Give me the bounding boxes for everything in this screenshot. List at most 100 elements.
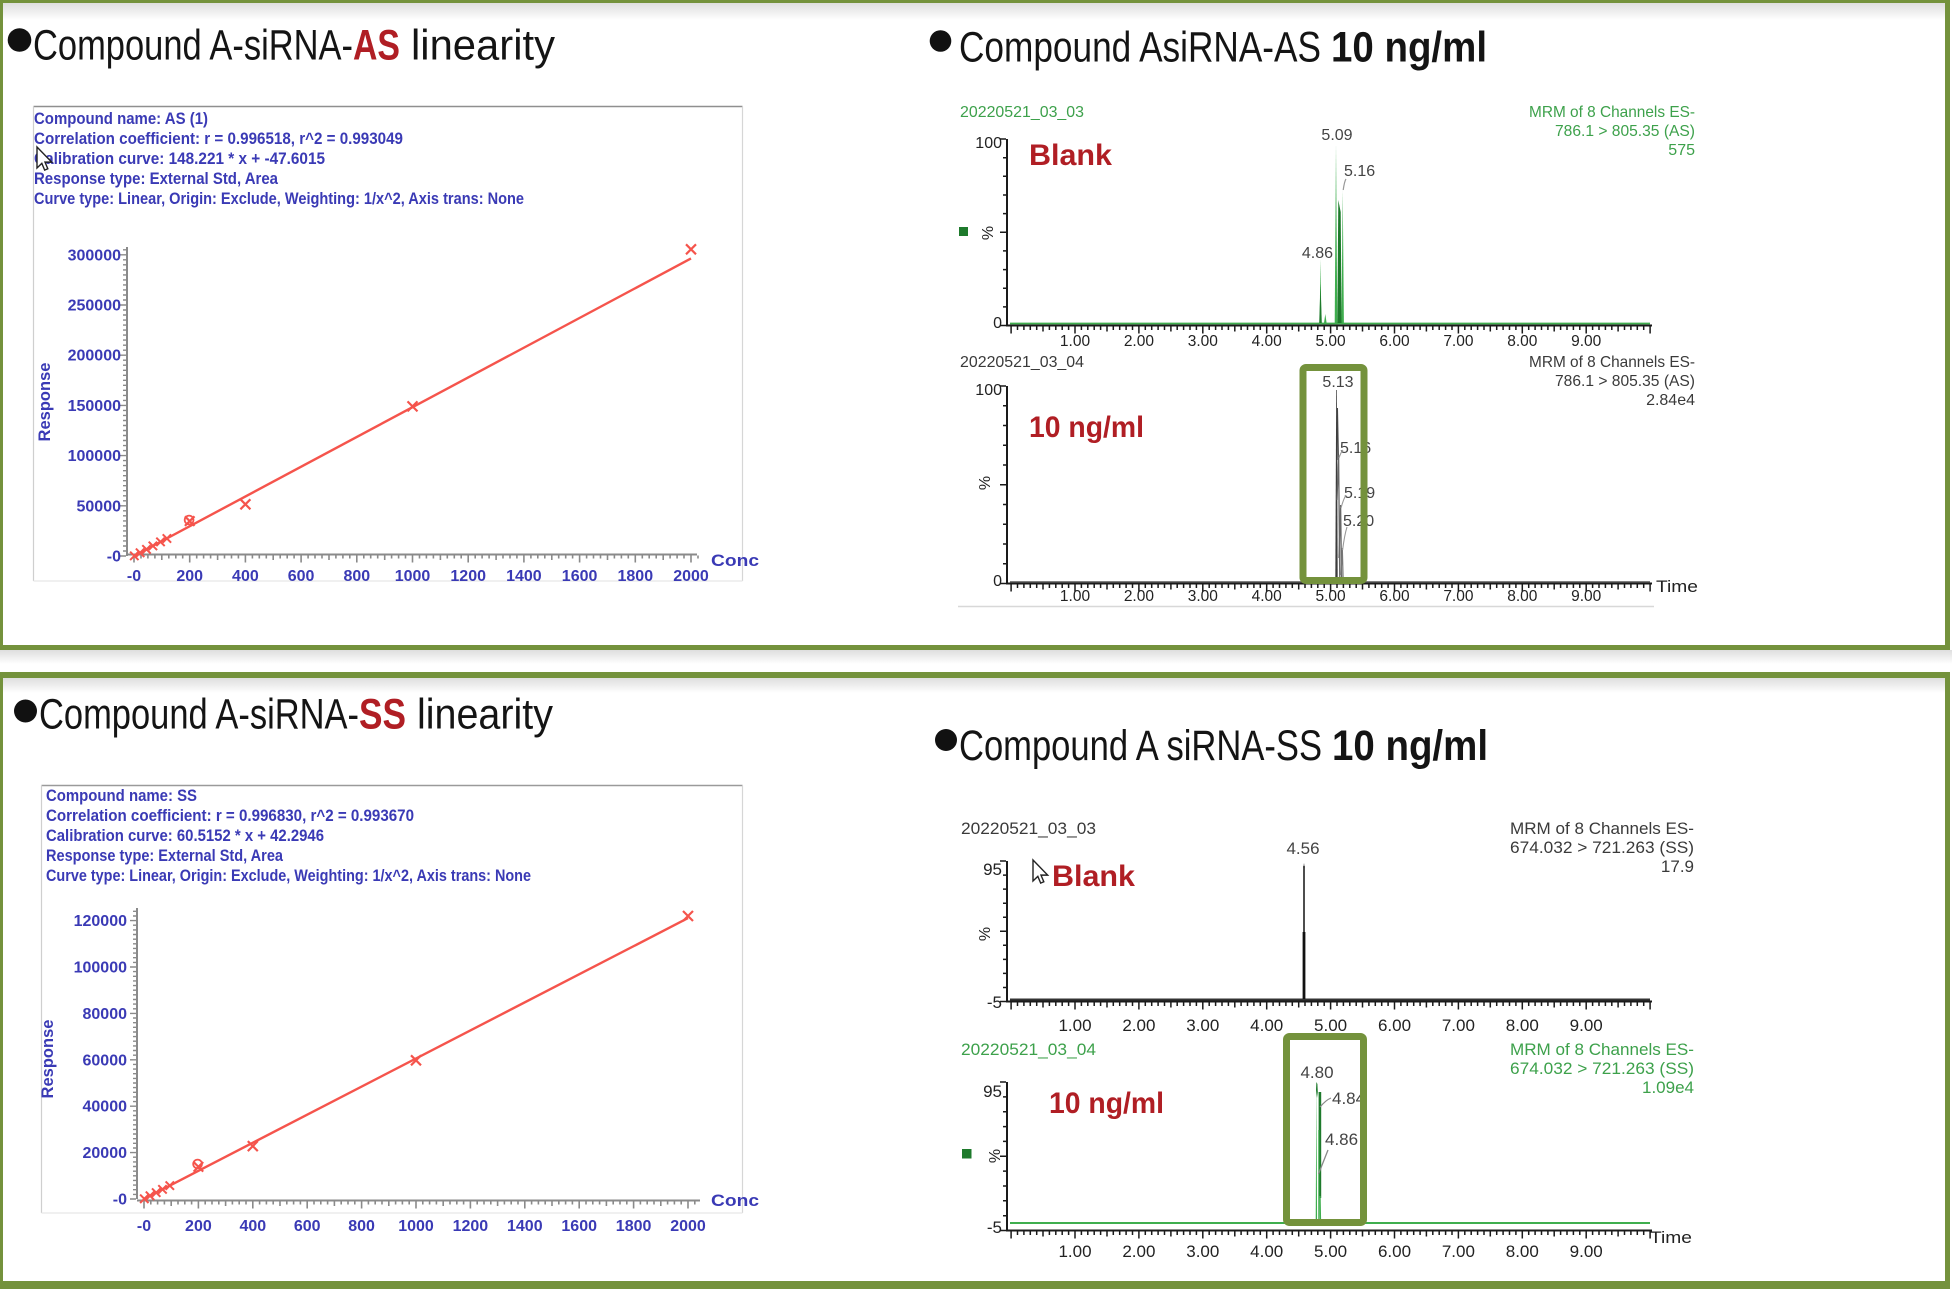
svg-text:7.00: 7.00	[1442, 1242, 1475, 1261]
svg-text:20220521_03_04: 20220521_03_04	[960, 354, 1084, 371]
svg-text:10 ng/ml: 10 ng/ml	[1029, 411, 1144, 444]
svg-text:-0: -0	[113, 1192, 127, 1209]
svg-text:5.16: 5.16	[1344, 163, 1375, 180]
svg-text:2000: 2000	[673, 568, 709, 585]
svg-text:Compound name: AS (1): Compound name: AS (1)	[34, 110, 208, 128]
svg-text:3.00: 3.00	[1186, 1242, 1219, 1261]
svg-text:Conc: Conc	[711, 552, 759, 570]
svg-text:%: %	[980, 226, 997, 240]
svg-text:8.00: 8.00	[1506, 1016, 1539, 1035]
svg-text:5.00: 5.00	[1316, 588, 1347, 605]
svg-text:5.13: 5.13	[1322, 374, 1353, 391]
svg-text:8.00: 8.00	[1507, 333, 1538, 350]
svg-text:2.00: 2.00	[1122, 1016, 1155, 1035]
svg-text:8.00: 8.00	[1507, 588, 1538, 605]
svg-text:1200: 1200	[450, 568, 486, 585]
svg-text:150000: 150000	[68, 398, 121, 415]
svg-text:6.00: 6.00	[1379, 333, 1410, 350]
svg-text:0: 0	[993, 573, 1002, 590]
svg-text:20220521_03_04: 20220521_03_04	[961, 1040, 1096, 1059]
svg-text:Curve type: Linear, Origin: Ex: Curve type: Linear, Origin: Exclude, Wei…	[46, 867, 531, 885]
svg-text:1.00: 1.00	[1058, 1016, 1091, 1035]
svg-text:7.00: 7.00	[1443, 588, 1474, 605]
svg-text:200: 200	[185, 1218, 212, 1235]
svg-text:674.032 > 721.263 (SS): 674.032 > 721.263 (SS)	[1510, 838, 1694, 857]
svg-text:100: 100	[975, 135, 1002, 152]
svg-text:1800: 1800	[618, 568, 654, 585]
svg-text:MRM of 8 Channels ES-: MRM of 8 Channels ES-	[1529, 104, 1695, 121]
svg-text:2.84e4: 2.84e4	[1646, 392, 1695, 409]
svg-text:%: %	[987, 1149, 1004, 1163]
svg-text:10 ng/ml: 10 ng/ml	[1049, 1087, 1164, 1120]
svg-text:2.00: 2.00	[1124, 588, 1155, 605]
svg-text:1400: 1400	[506, 568, 542, 585]
svg-text:Curve type: Linear, Origin: Ex: Curve type: Linear, Origin: Exclude, Wei…	[34, 190, 524, 208]
svg-text:Blank: Blank	[1052, 860, 1135, 893]
svg-text:1000: 1000	[395, 568, 431, 585]
svg-text:100: 100	[975, 382, 1002, 399]
svg-text:4.84: 4.84	[1332, 1089, 1365, 1108]
svg-text:-0: -0	[127, 568, 141, 585]
svg-text:800: 800	[348, 1218, 375, 1235]
svg-text:60000: 60000	[83, 1052, 128, 1069]
svg-text:100000: 100000	[68, 448, 121, 465]
svg-text:1600: 1600	[562, 568, 598, 585]
svg-text:5.00: 5.00	[1316, 333, 1347, 350]
svg-text:5.09: 5.09	[1321, 127, 1352, 144]
svg-text:1800: 1800	[616, 1218, 652, 1235]
svg-text:%: %	[977, 927, 994, 941]
svg-text:1.00: 1.00	[1060, 588, 1091, 605]
svg-text:Compound name: SS: Compound name: SS	[46, 787, 197, 805]
svg-text:7.00: 7.00	[1443, 333, 1474, 350]
svg-text:0: 0	[993, 315, 1002, 332]
svg-text:250000: 250000	[68, 298, 121, 315]
svg-text:Correlation coefficient: r = 0: Correlation coefficient: r = 0.996830, r…	[46, 807, 414, 825]
svg-text:3.00: 3.00	[1188, 588, 1219, 605]
svg-text:786.1 > 805.35 (AS): 786.1 > 805.35 (AS)	[1555, 373, 1695, 390]
svg-text:6.00: 6.00	[1379, 588, 1410, 605]
svg-text:120000: 120000	[74, 913, 127, 930]
svg-text:Time: Time	[1650, 1228, 1692, 1247]
svg-text:1400: 1400	[507, 1218, 543, 1235]
svg-text:300000: 300000	[68, 247, 121, 264]
svg-text:MRM of 8 Channels ES-: MRM of 8 Channels ES-	[1510, 1040, 1694, 1059]
svg-text:600: 600	[288, 568, 315, 585]
svg-text:100000: 100000	[74, 960, 127, 977]
svg-text:1.00: 1.00	[1060, 333, 1091, 350]
svg-text:80000: 80000	[83, 1006, 128, 1023]
svg-text:4.00: 4.00	[1250, 1016, 1283, 1035]
svg-text:5.19: 5.19	[1344, 485, 1375, 502]
svg-text:4.86: 4.86	[1302, 245, 1333, 262]
svg-text:4.00: 4.00	[1252, 588, 1283, 605]
svg-text:Response: Response	[36, 363, 54, 442]
svg-text:1000: 1000	[398, 1218, 434, 1235]
svg-text:5.00: 5.00	[1314, 1242, 1347, 1261]
svg-text:20000: 20000	[83, 1145, 128, 1162]
svg-text:9.00: 9.00	[1571, 333, 1602, 350]
svg-text:400: 400	[239, 1218, 266, 1235]
svg-text:Blank: Blank	[1029, 139, 1112, 172]
svg-text:3.00: 3.00	[1188, 333, 1219, 350]
svg-text:400: 400	[232, 568, 259, 585]
svg-text:40000: 40000	[83, 1099, 128, 1116]
svg-text:9.00: 9.00	[1570, 1016, 1603, 1035]
svg-text:2000: 2000	[670, 1218, 706, 1235]
svg-text:50000: 50000	[77, 498, 122, 515]
svg-text:200000: 200000	[68, 348, 121, 365]
svg-text:200: 200	[176, 568, 203, 585]
svg-text:4.86: 4.86	[1325, 1130, 1358, 1149]
svg-text:1.09e4: 1.09e4	[1642, 1078, 1694, 1097]
svg-text:4.00: 4.00	[1250, 1242, 1283, 1261]
svg-text:-0: -0	[137, 1218, 151, 1235]
svg-text:95: 95	[983, 860, 1002, 879]
svg-text:17.9: 17.9	[1661, 857, 1694, 876]
svg-text:1200: 1200	[453, 1218, 489, 1235]
svg-text:-5: -5	[987, 1218, 1002, 1237]
svg-text:Response: Response	[39, 1020, 57, 1099]
svg-text:2.00: 2.00	[1122, 1242, 1155, 1261]
svg-text:95: 95	[983, 1082, 1002, 1101]
